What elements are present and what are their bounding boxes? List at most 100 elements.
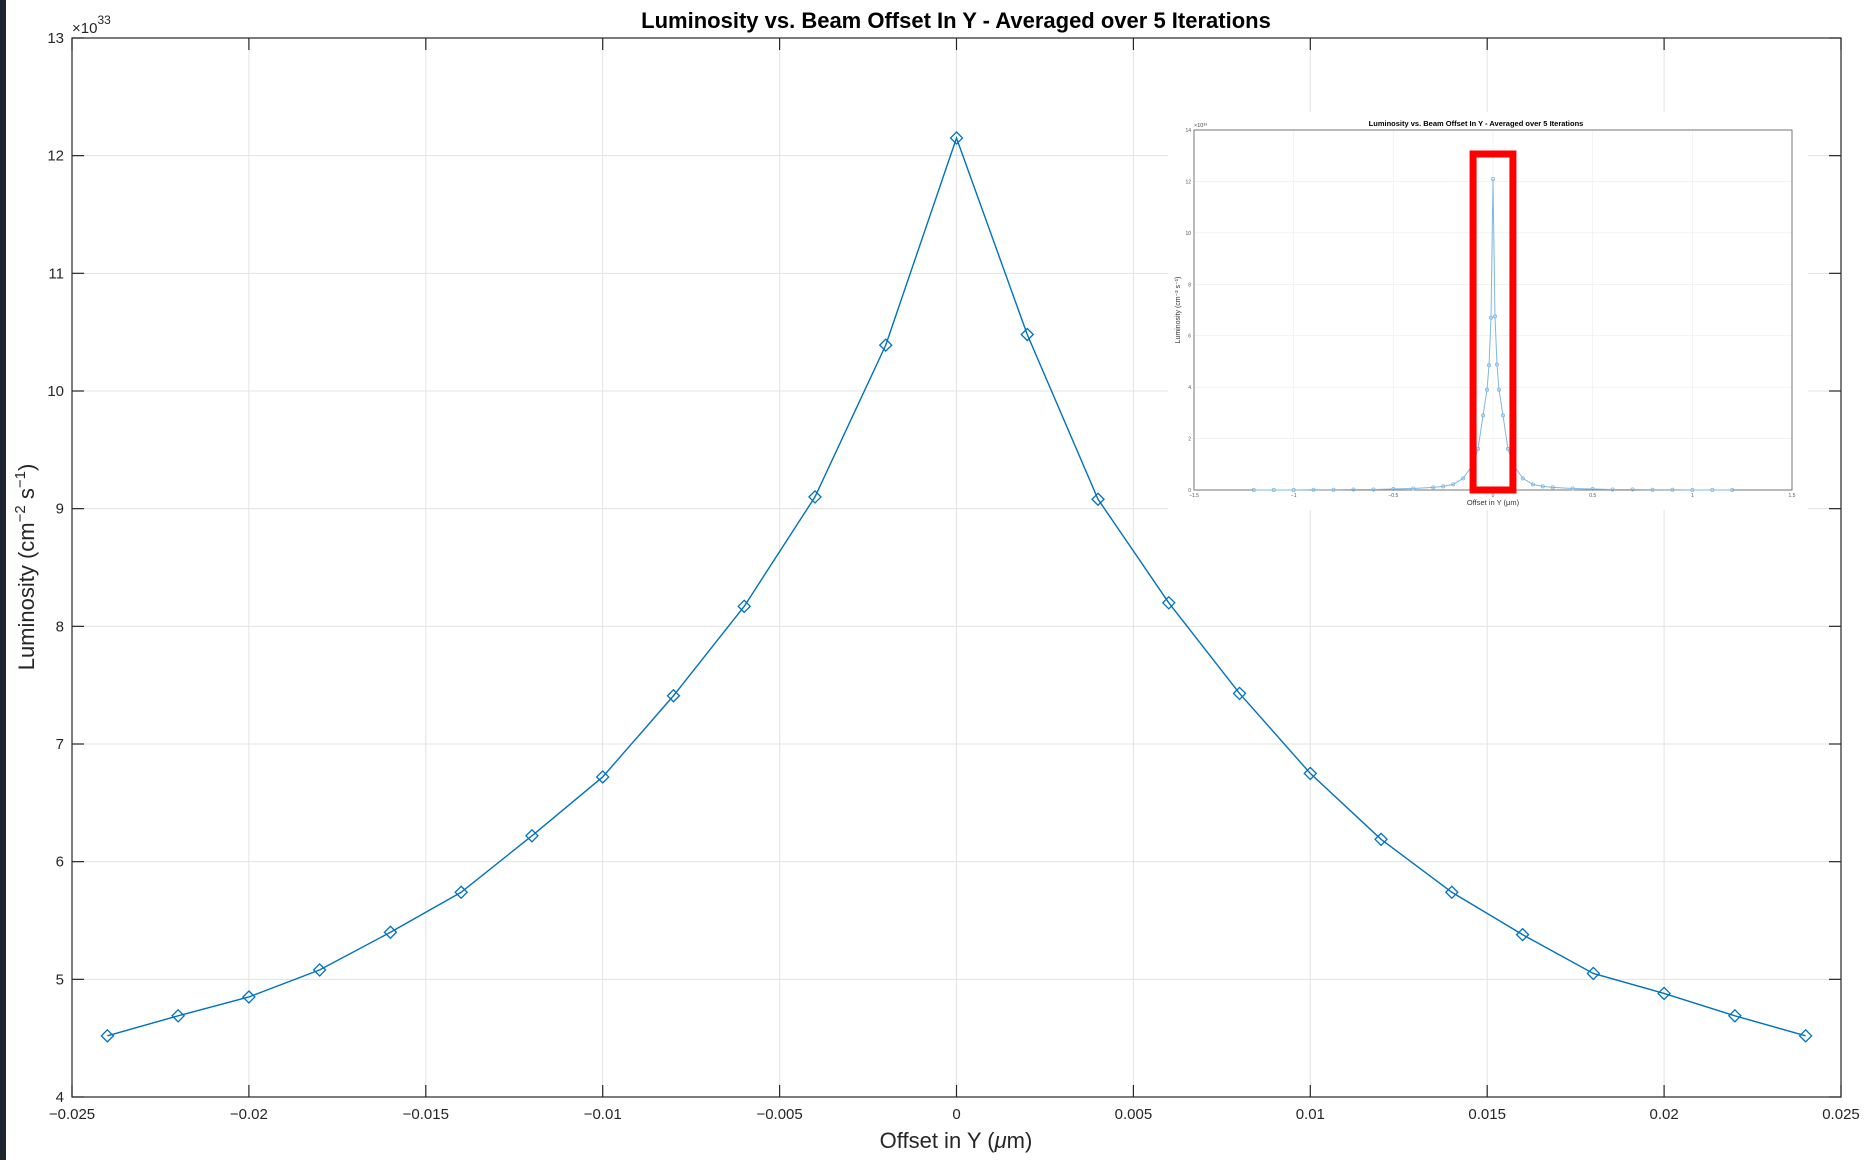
x-tick-label: −0.015: [403, 1106, 449, 1123]
inset-highlight-box: [1469, 150, 1517, 494]
inset-x-tick-label: 0: [1492, 493, 1495, 499]
data-point-marker: [1586, 966, 1601, 981]
chart-title: Luminosity vs. Beam Offset In Y - Averag…: [641, 8, 1271, 33]
inset-data-point: [1520, 476, 1525, 481]
inset-data-point: [1391, 486, 1396, 491]
x-tick-label: 0: [952, 1106, 960, 1123]
data-point-marker: [1515, 927, 1530, 942]
inset-x-tick-label: 0.5: [1589, 493, 1596, 499]
inset-data-point: [1570, 486, 1575, 491]
main-series: [100, 131, 1813, 1043]
y-tick-label: 8: [56, 618, 64, 635]
data-point-marker: [878, 338, 893, 353]
inset-x-tick-label: −0.5: [1388, 493, 1398, 499]
x-axis-label-text: Offset in Y (: [880, 1128, 996, 1153]
inset-data-point: [1311, 487, 1316, 492]
inset-x-axis-label: Offset in Y (μm): [1467, 498, 1520, 507]
window-edge: [0, 0, 6, 1160]
x-tick-label: 0.02: [1649, 1106, 1678, 1123]
data-point-marker: [241, 990, 256, 1004]
y-tick-label: 12: [47, 148, 64, 165]
data-point-marker: [1020, 327, 1035, 342]
inset-data-point: [1670, 487, 1675, 492]
x-axis-label-unit: m): [1007, 1128, 1033, 1153]
main-tick-labels: −0.025 −0.02 −0.015 −0.01 −0.005 0 0.005 0.01 0.…: [47, 30, 1859, 1123]
inset-data-point: [1610, 487, 1615, 492]
inset-data-point: [1485, 387, 1490, 392]
inset-data-point: [1710, 487, 1715, 492]
inset-x-tick-label: −1.5: [1189, 493, 1199, 499]
data-point-marker: [525, 828, 539, 843]
inset-y-tick-label: 4: [1188, 385, 1191, 391]
inset-data-point: [1489, 315, 1494, 320]
data-point-marker: [1091, 492, 1105, 507]
y-exponent-prefix: ×10: [72, 20, 97, 37]
x-tick-label: 0.01: [1296, 1106, 1325, 1123]
main-ticks: [71, 37, 1842, 1098]
inset-title: Luminosity vs. Beam Offset In Y - Averag…: [1369, 119, 1584, 128]
inset-exponent-label: ×10³³: [1194, 123, 1207, 129]
inset-data-point: [1351, 487, 1356, 492]
data-point-marker: [1161, 595, 1176, 610]
data-point-marker: [1798, 1028, 1813, 1043]
inset-data-point: [1496, 387, 1501, 392]
data-point-marker: [1374, 832, 1388, 847]
data-point-marker: [1232, 686, 1247, 701]
data-point-marker: [666, 688, 681, 703]
y-axis-label-end: ): [14, 464, 39, 471]
data-point-marker: [312, 963, 327, 977]
y-exponent-label: ×1033: [72, 13, 111, 37]
inset-data-point: [1590, 486, 1595, 491]
inset-data-point: [1411, 486, 1416, 491]
data-point-marker: [808, 489, 822, 504]
data-point-marker: [1303, 766, 1318, 781]
y-tick-label: 10: [47, 383, 64, 400]
y-tick-label: 5: [56, 971, 64, 988]
inset-y-tick-label: 12: [1185, 179, 1191, 185]
inset-background: [1168, 112, 1808, 510]
data-point-marker: [1657, 986, 1672, 1001]
inset-y-tick-label: 6: [1188, 334, 1191, 340]
inset-ticks: −1.5 −1 −0.5 0 0.5 1 1.5 0 2 4 6 8 10 12 14: [1185, 128, 1795, 499]
inset-data-point: [1491, 176, 1496, 181]
inset-data-point: [1481, 413, 1486, 418]
y-tick-label: 7: [56, 736, 64, 753]
inset-x-tick-label: 1: [1691, 493, 1694, 499]
data-point-marker: [171, 1008, 186, 1023]
y-tick-label: 6: [56, 854, 64, 871]
y-axis-label: Luminosity (cm−2 s−1): [12, 464, 39, 671]
data-point-marker: [383, 925, 398, 940]
x-tick-label: 0.015: [1468, 1106, 1506, 1123]
inset-data-point: [1431, 485, 1436, 490]
data-point-marker: [1444, 885, 1459, 900]
y-tick-label: 11: [48, 265, 64, 282]
x-tick-label: 0.025: [1822, 1106, 1860, 1123]
x-tick-label: −0.02: [230, 1106, 268, 1123]
inset-x-tick-label: −1: [1291, 493, 1297, 499]
inset-data-point: [1251, 487, 1256, 492]
inset-data-point: [1530, 482, 1535, 487]
inset-y-tick-label: 8: [1188, 282, 1191, 288]
x-tick-label: −0.01: [584, 1106, 622, 1123]
inset-data-point: [1630, 487, 1635, 492]
inset-data-point: [1331, 487, 1336, 492]
data-point-marker: [454, 885, 469, 900]
inset-data-point: [1540, 484, 1545, 489]
x-tick-label: −0.025: [49, 1106, 95, 1123]
inset-data-point: [1500, 413, 1505, 418]
inset-data-point: [1487, 363, 1492, 368]
data-point-marker: [595, 770, 610, 784]
inset-y-tick-label: 0: [1188, 488, 1191, 494]
inset-data-point: [1730, 487, 1735, 492]
y-axis-label-text: Luminosity (cm: [14, 522, 39, 670]
inset-x-tick-label: 1.5: [1789, 493, 1796, 499]
inset-data-point: [1441, 484, 1446, 489]
inset-data-point: [1451, 482, 1456, 487]
x-tick-label: −0.005: [756, 1106, 802, 1123]
inset-chart: −1.5 −1 −0.5 0 0.5 1 1.5 0 2 4 6 8 10 12 14 Luminosity…: [1168, 112, 1808, 510]
x-tick-label: 0.005: [1115, 1106, 1153, 1123]
series-line: [107, 135, 1806, 1037]
inset-y-axis-label: Luminosity (cm⁻² s⁻¹): [1175, 277, 1182, 344]
inset-data-point: [1494, 362, 1499, 367]
